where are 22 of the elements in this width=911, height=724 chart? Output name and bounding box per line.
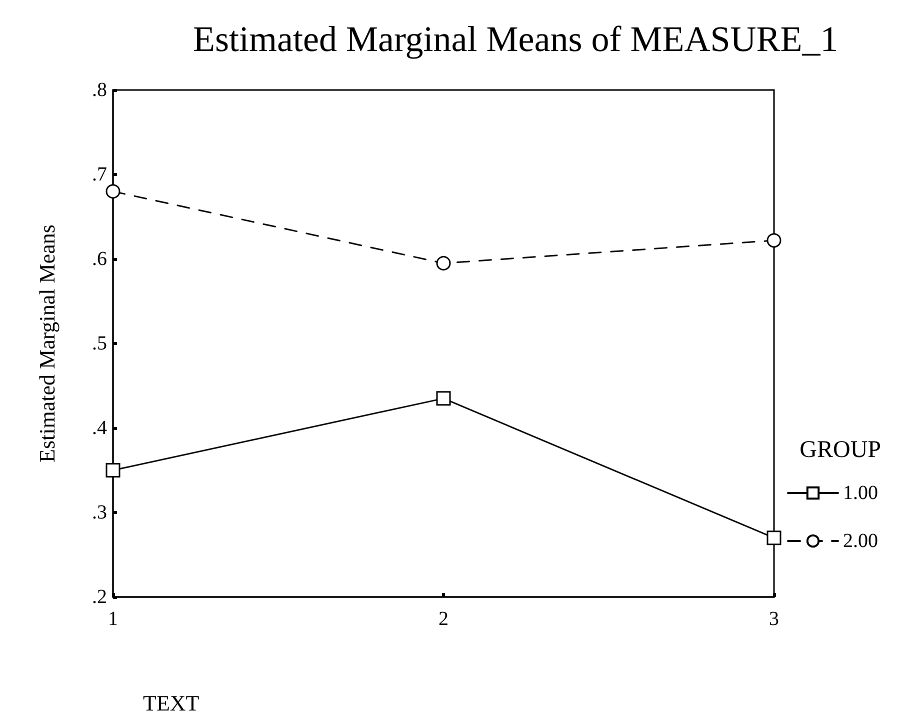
point xyxy=(766,530,782,546)
y-tick-label: .6 xyxy=(92,248,107,270)
y-tick-label: .7 xyxy=(92,164,107,186)
y-tick-label: .4 xyxy=(92,417,107,439)
point xyxy=(436,256,451,270)
y-tick-label: .3 xyxy=(92,502,107,524)
legend-label: 1.00 xyxy=(843,482,878,504)
legend-title: GROUP xyxy=(800,437,882,463)
y-tick-label: .8 xyxy=(92,79,107,101)
x-axis-title: TEXT xyxy=(143,690,200,716)
x-tick-label: 2 xyxy=(438,608,448,630)
point xyxy=(766,233,782,248)
point xyxy=(106,463,120,478)
legend-label: 2.00 xyxy=(843,530,878,552)
chart-title: Estimated Marginal Means of MEASURE_1 xyxy=(193,19,838,59)
x-tick-label: 1 xyxy=(108,608,118,630)
y-axis-title: Estimated Marginal Means xyxy=(34,224,60,462)
y-tick-label: .5 xyxy=(92,332,107,354)
point xyxy=(436,391,451,406)
y-tick-label: .2 xyxy=(92,586,107,608)
x-tick-label: 3 xyxy=(769,608,779,630)
point xyxy=(106,184,120,199)
